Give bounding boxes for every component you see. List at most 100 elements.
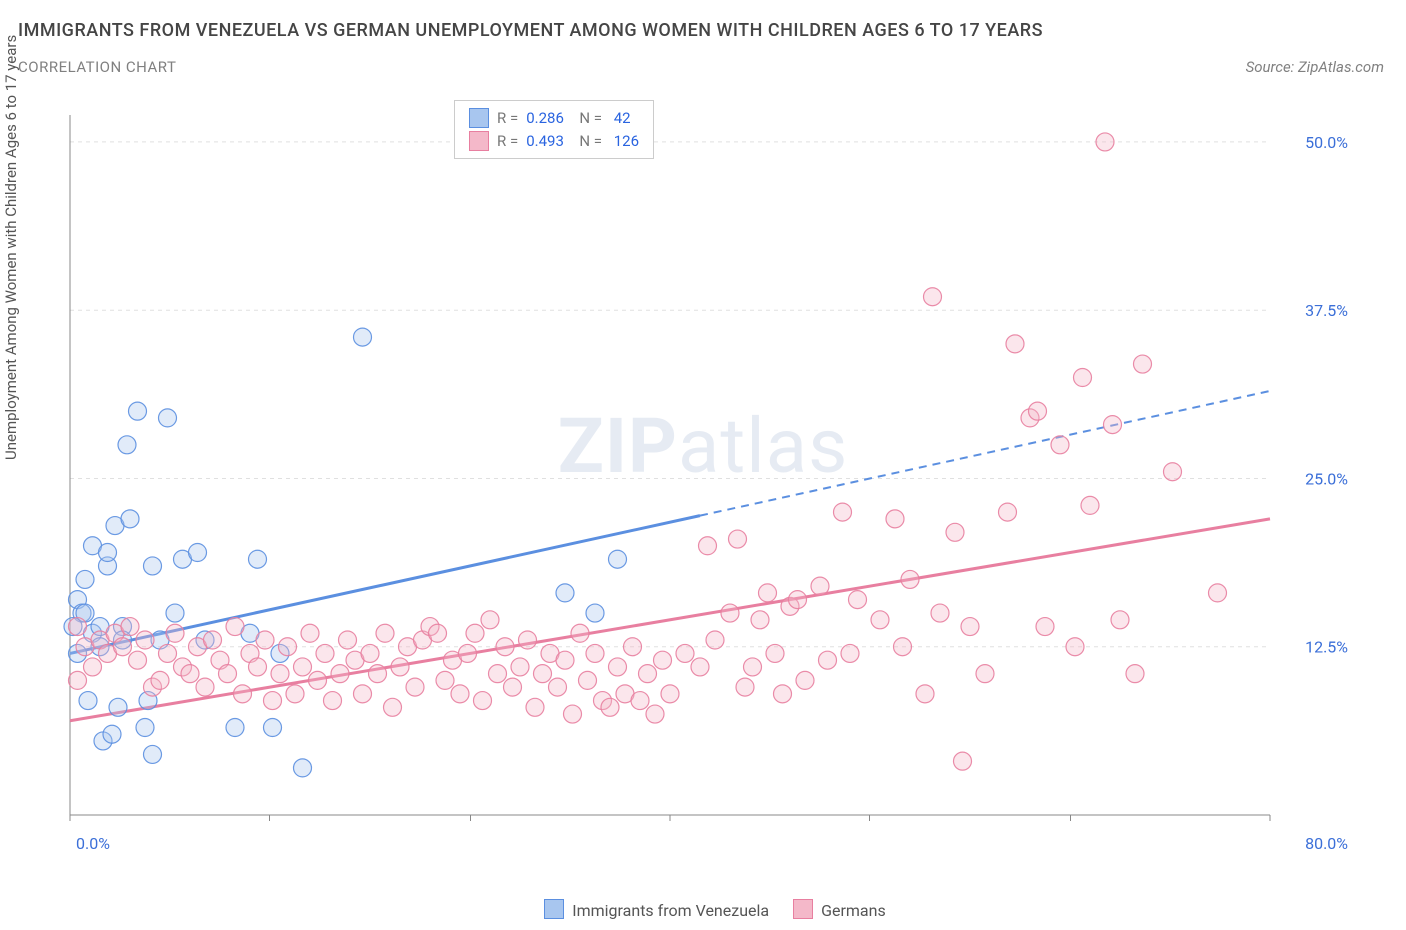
data-point bbox=[609, 658, 627, 676]
data-point bbox=[481, 611, 499, 629]
data-point bbox=[1111, 611, 1129, 629]
data-point bbox=[189, 544, 207, 562]
data-point bbox=[103, 725, 121, 743]
data-point bbox=[1209, 584, 1227, 602]
data-point bbox=[69, 618, 87, 636]
data-point bbox=[129, 402, 147, 420]
data-point bbox=[451, 685, 469, 703]
data-point bbox=[721, 604, 739, 622]
data-point bbox=[886, 510, 904, 528]
data-point bbox=[1006, 335, 1024, 353]
data-point bbox=[564, 705, 582, 723]
data-point bbox=[466, 624, 484, 642]
y-axis-label: Unemployment Among Women with Children A… bbox=[2, 35, 20, 460]
data-point bbox=[316, 644, 334, 662]
data-point bbox=[136, 719, 154, 737]
data-point bbox=[586, 644, 604, 662]
data-point bbox=[579, 671, 597, 689]
data-point bbox=[706, 631, 724, 649]
data-point bbox=[496, 638, 514, 656]
data-point bbox=[361, 644, 379, 662]
data-point bbox=[136, 631, 154, 649]
data-point bbox=[406, 678, 424, 696]
data-point bbox=[774, 685, 792, 703]
data-point bbox=[1074, 369, 1092, 387]
data-point bbox=[766, 644, 784, 662]
data-point bbox=[294, 658, 312, 676]
data-point bbox=[1164, 463, 1182, 481]
data-point bbox=[1126, 665, 1144, 683]
legend-row: R =0.493 N = 126 bbox=[469, 130, 639, 153]
legend-label: Immigrants from Venezuela bbox=[572, 901, 769, 920]
legend-swatch bbox=[544, 899, 564, 919]
y-tick-label: 37.5% bbox=[1305, 301, 1348, 320]
data-point bbox=[661, 685, 679, 703]
data-point bbox=[999, 503, 1017, 521]
chart-container: { "title": "IMMIGRANTS FROM VENEZUELA VS… bbox=[0, 0, 1406, 930]
data-point bbox=[384, 698, 402, 716]
scatter-plot: 12.5%25.0%37.5%50.0%0.0%80.0% bbox=[50, 95, 1360, 855]
data-point bbox=[849, 591, 867, 609]
chart-subtitle: CORRELATION CHART bbox=[18, 58, 176, 76]
data-point bbox=[279, 638, 297, 656]
data-point bbox=[789, 591, 807, 609]
data-point bbox=[571, 624, 589, 642]
y-tick-label: 25.0% bbox=[1305, 469, 1348, 488]
data-point bbox=[894, 638, 912, 656]
legend-swatch bbox=[469, 108, 489, 128]
data-point bbox=[901, 570, 919, 588]
data-point bbox=[294, 759, 312, 777]
data-point bbox=[796, 671, 814, 689]
data-point bbox=[264, 692, 282, 710]
data-point bbox=[631, 692, 649, 710]
data-point bbox=[249, 550, 267, 568]
data-point bbox=[118, 436, 136, 454]
data-point bbox=[699, 537, 717, 555]
data-point bbox=[534, 665, 552, 683]
data-point bbox=[1036, 618, 1054, 636]
legend-row: R =0.286 N = 42 bbox=[469, 107, 639, 130]
x-tick-label: 80.0% bbox=[1305, 834, 1348, 853]
data-point bbox=[1066, 638, 1084, 656]
data-point bbox=[916, 685, 934, 703]
data-point bbox=[301, 624, 319, 642]
data-point bbox=[204, 631, 222, 649]
data-point bbox=[556, 584, 574, 602]
data-point bbox=[271, 665, 289, 683]
data-point bbox=[654, 651, 672, 669]
data-point bbox=[354, 685, 372, 703]
data-point bbox=[121, 510, 139, 528]
data-point bbox=[729, 530, 747, 548]
data-point bbox=[354, 328, 372, 346]
data-point bbox=[159, 644, 177, 662]
data-point bbox=[976, 665, 994, 683]
data-point bbox=[144, 745, 162, 763]
trend-line-dashed bbox=[700, 391, 1270, 516]
data-point bbox=[556, 651, 574, 669]
data-point bbox=[1029, 402, 1047, 420]
data-point bbox=[196, 678, 214, 696]
data-point bbox=[129, 651, 147, 669]
data-point bbox=[841, 644, 859, 662]
data-point bbox=[114, 638, 132, 656]
data-point bbox=[286, 685, 304, 703]
data-point bbox=[691, 658, 709, 676]
data-point bbox=[1081, 496, 1099, 514]
data-point bbox=[526, 698, 544, 716]
data-point bbox=[339, 631, 357, 649]
data-point bbox=[811, 577, 829, 595]
data-point bbox=[219, 665, 237, 683]
data-point bbox=[819, 651, 837, 669]
data-point bbox=[549, 678, 567, 696]
data-point bbox=[144, 557, 162, 575]
data-point bbox=[931, 604, 949, 622]
series-legend: Immigrants from VenezuelaGermans bbox=[0, 899, 1406, 920]
data-point bbox=[736, 678, 754, 696]
legend-r-value: 0.493 bbox=[526, 130, 564, 153]
data-point bbox=[954, 752, 972, 770]
legend-n-label: N = bbox=[572, 130, 602, 153]
data-point bbox=[961, 618, 979, 636]
data-point bbox=[834, 503, 852, 521]
y-tick-label: 12.5% bbox=[1305, 638, 1348, 657]
data-point bbox=[226, 719, 244, 737]
